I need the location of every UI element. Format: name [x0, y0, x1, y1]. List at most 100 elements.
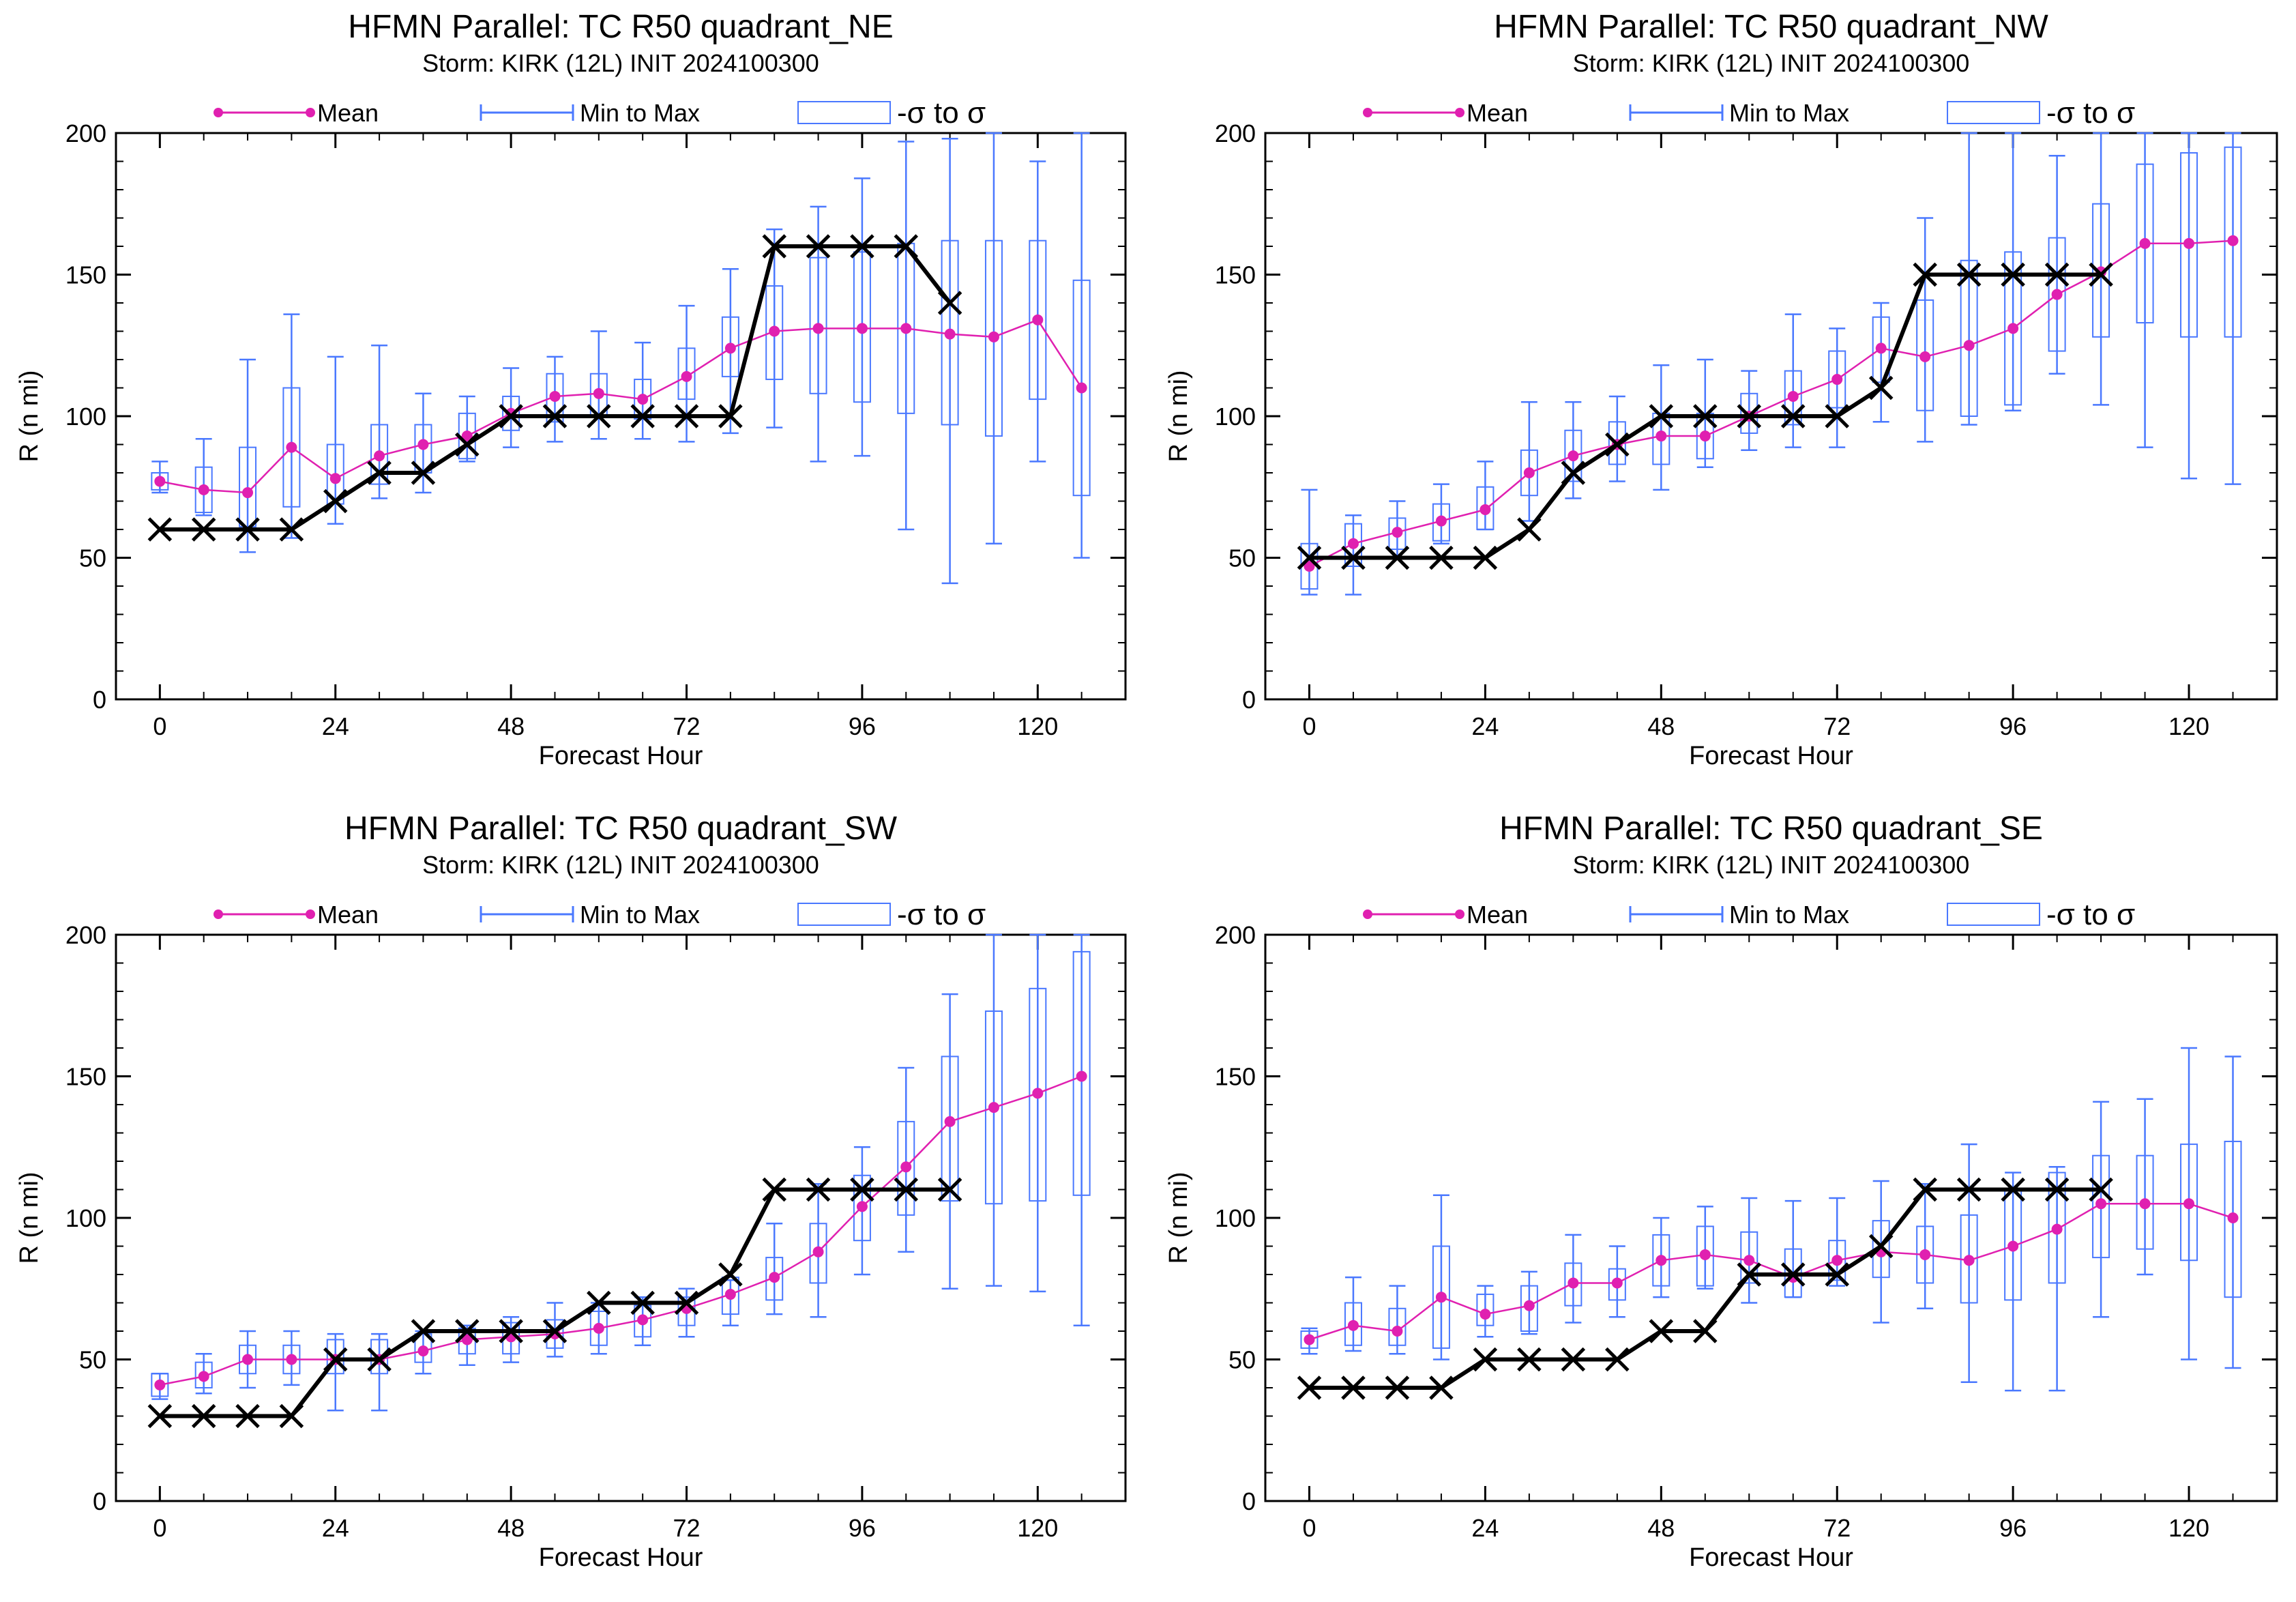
x-tick-label: 24 — [322, 712, 349, 740]
sigma-box — [765, 1257, 784, 1301]
legend-sigma-label: -σ to σ — [897, 96, 986, 130]
legend-mean-marker — [1455, 909, 1465, 919]
x-tick-label: 48 — [497, 712, 525, 740]
observed-point — [411, 461, 436, 485]
sigma-box — [1828, 1240, 1846, 1281]
chart-legend: Mean Min to Max -σ to σ — [1363, 898, 2135, 931]
mean-point — [417, 1345, 429, 1357]
sigma-box — [2092, 1154, 2110, 1259]
legend-sigma-label: -σ to σ — [2046, 96, 2135, 130]
mean-point — [1875, 343, 1887, 354]
legend-mean-label: Mean — [1467, 901, 1528, 929]
y-tick-label: 150 — [1215, 1063, 1256, 1091]
mean-line — [160, 1075, 1083, 1386]
y-tick-label: 0 — [93, 686, 106, 714]
sigma-box — [897, 1120, 915, 1216]
mean-point — [1480, 1309, 1491, 1320]
mean-point — [2139, 1198, 2151, 1210]
mean-point — [417, 439, 429, 450]
mean-point — [1568, 1277, 1579, 1289]
observed-point — [235, 517, 260, 542]
observed-point — [542, 404, 568, 428]
sigma-box — [2048, 1171, 2066, 1284]
chart-subtitle: Storm: KIRK (12L) INIT 2024100300 — [422, 851, 819, 879]
legend-mean-label: Mean — [1467, 99, 1528, 127]
mean-point — [1611, 1277, 1623, 1289]
sigma-box — [1344, 523, 1362, 567]
mean-point — [1743, 1255, 1755, 1266]
observed-point — [455, 432, 480, 457]
x-tick-label: 24 — [1471, 1514, 1499, 1542]
y-tick-label: 150 — [1215, 261, 1256, 289]
y-axis-label: R (n mi) — [1164, 1171, 1193, 1264]
mean-point — [812, 323, 824, 334]
observed-point — [1693, 404, 1718, 428]
observed-point — [191, 517, 216, 542]
mean-point — [2051, 1223, 2063, 1235]
y-tick-label: 200 — [65, 921, 106, 949]
chart-legend: Mean Min to Max -σ to σ — [1363, 96, 2135, 130]
mean-point — [461, 431, 473, 442]
mean-point — [812, 1246, 824, 1257]
x-tick-label: 120 — [2168, 712, 2209, 740]
observed-point — [1868, 1234, 1894, 1259]
observed-point — [147, 1403, 173, 1429]
mean-point — [154, 476, 166, 487]
mean-point — [2007, 1240, 2019, 1252]
sigma-box — [1520, 449, 1538, 497]
x-tick-label: 72 — [673, 1514, 700, 1542]
sigma-box — [546, 373, 564, 423]
observed-point — [850, 1177, 874, 1202]
x-tick-label: 0 — [153, 712, 166, 740]
y-tick-label: 50 — [1228, 1346, 1256, 1374]
mean-point — [1435, 1292, 1447, 1303]
chart-subtitle: Storm: KIRK (12L) INIT 2024100300 — [1573, 49, 1970, 77]
sigma-box — [1029, 987, 1047, 1202]
sigma-box — [809, 257, 827, 394]
x-tick-label: 0 — [153, 1514, 166, 1542]
sigma-box — [1388, 1307, 1407, 1346]
sigma-box — [1564, 1262, 1583, 1307]
observed-point — [1517, 1347, 1542, 1372]
mean-point — [1699, 431, 1711, 442]
observed-point — [2089, 262, 2113, 287]
sigma-box — [1432, 1245, 1450, 1349]
mean-point — [2183, 237, 2195, 249]
mean-line — [1309, 1203, 2233, 1341]
observed-point — [1429, 1375, 1454, 1400]
legend-sigma-box — [797, 903, 891, 926]
sigma-box — [239, 446, 257, 527]
observed-point — [323, 1347, 348, 1372]
mean-point — [988, 331, 999, 343]
x-tick-label: 24 — [322, 1514, 349, 1542]
observed-point — [1649, 404, 1674, 428]
legend-mean-marker — [214, 108, 223, 117]
observed-point — [279, 1403, 304, 1429]
y-tick-label: 100 — [65, 403, 106, 431]
x-tick-label: 24 — [1471, 712, 1499, 740]
mean-point — [2095, 1198, 2107, 1210]
sigma-box — [1344, 1302, 1362, 1346]
observed-point — [937, 291, 962, 315]
observed-point — [674, 1290, 699, 1315]
legend-mean-marker — [1363, 909, 1372, 919]
sigma-box — [677, 347, 696, 400]
sigma-box — [1652, 1234, 1671, 1287]
legend-mean-marker — [306, 909, 315, 919]
mean-point — [724, 343, 736, 354]
observed-point — [1561, 461, 1586, 485]
observed-point — [1385, 545, 1410, 570]
observed-point — [2001, 1177, 2025, 1202]
sigma-box — [2224, 146, 2242, 338]
x-axis-label: Forecast Hour — [1689, 742, 1853, 770]
y-axis-label: R (n mi) — [1164, 370, 1193, 462]
sigma-box — [765, 285, 784, 381]
mean-point — [1032, 314, 1044, 325]
observed-point — [1956, 262, 1982, 287]
mean-point — [944, 1116, 956, 1127]
mean-point — [944, 328, 956, 340]
legend-sigma-box — [1947, 903, 2040, 926]
observed-point — [1605, 1347, 1630, 1372]
observed-point — [806, 234, 831, 259]
